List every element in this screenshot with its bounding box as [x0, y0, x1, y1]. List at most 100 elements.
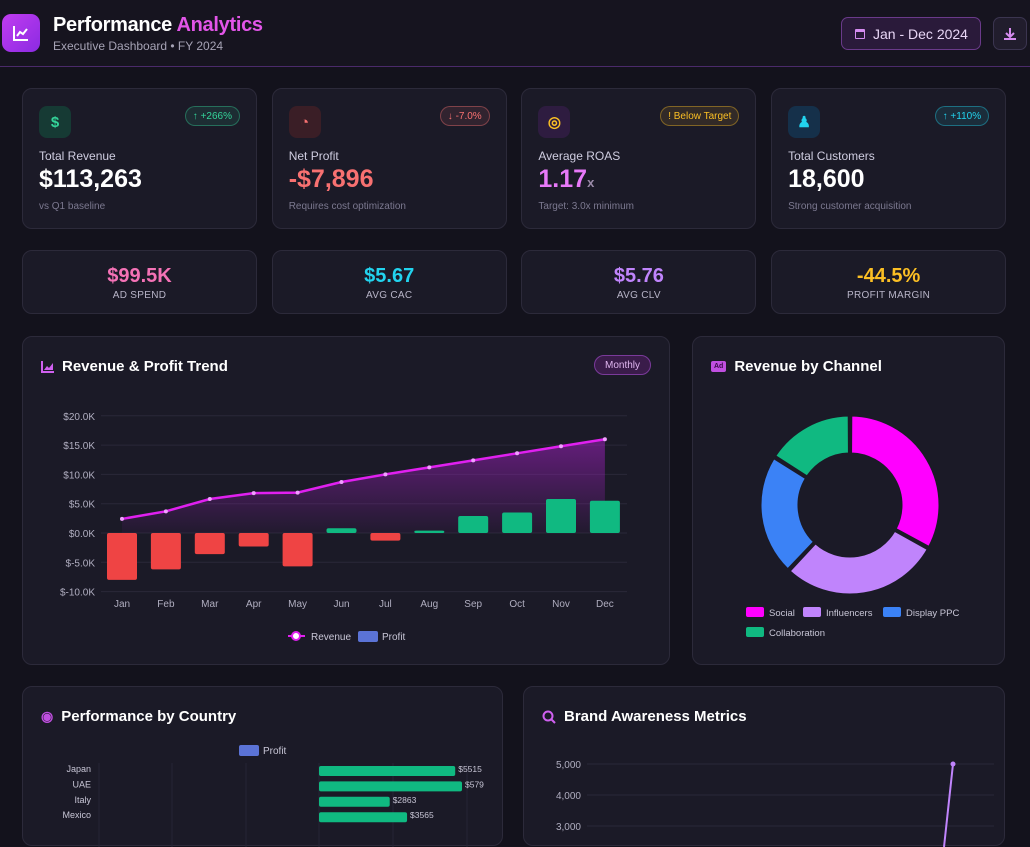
metric-card: $99.5K AD SPEND	[22, 250, 257, 314]
metric-label: PROFIT MARGIN	[847, 290, 931, 301]
exclamation-icon: !	[668, 110, 671, 122]
kpi-label: Total Customers	[788, 149, 875, 163]
x-tick-label: Jun	[333, 599, 349, 610]
legend-profit-label: Profit	[382, 632, 406, 643]
data-label: $2863	[393, 795, 417, 805]
kpi-value: -$7,896	[288, 165, 374, 193]
revenue-profit-trend-card: Revenue & Profit Trend Monthly $-10.0K $-…	[22, 336, 670, 665]
metric-value: $99.5K	[107, 265, 172, 287]
donut-slice-display-ppc	[760, 458, 814, 570]
channel-donut-chart: Social Influencers Display PPC Collaboratio…	[746, 415, 959, 639]
country-bar	[319, 812, 408, 823]
revenue-by-channel-card: Ad Revenue by Channel Social Influencers Di…	[692, 336, 1005, 665]
change-badge: ↓ -7.0%	[439, 106, 490, 126]
metric-value: -44.5%	[856, 265, 921, 287]
kpi-card: ♟ ↑ +110% Total Customers 18,600 Strong …	[771, 88, 1007, 229]
profit-bar	[326, 528, 357, 533]
x-tick-label: Nov	[552, 599, 570, 610]
y-tick-label: 4,000	[556, 791, 581, 802]
arrow-up-icon: ↑	[192, 110, 198, 122]
profit-bar	[414, 530, 445, 533]
legend-swatch	[883, 607, 901, 617]
brand-awareness-card: Brand Awareness Metrics 5,000 4,000 3,000	[523, 686, 1005, 847]
download-button[interactable]	[993, 17, 1027, 50]
card-title: Brand Awareness Metrics	[564, 708, 747, 725]
metric-value: $5.67	[364, 265, 415, 287]
metric-card: -44.5% PROFIT MARGIN	[771, 250, 1007, 314]
revenue-point	[602, 437, 607, 442]
y-tick-label: $-10.0K	[60, 588, 95, 599]
country-bar	[319, 766, 456, 776]
date-range-label: Jan - Dec 2024	[873, 25, 968, 42]
revenue-point	[515, 451, 520, 456]
y-category-label: Mexico	[62, 810, 91, 820]
card-title: Performance by Country	[61, 708, 237, 725]
legend-label: Influencers	[826, 608, 873, 619]
legend-profit-swatch	[358, 631, 378, 642]
download-icon	[1004, 27, 1016, 40]
legend-label: Social	[769, 608, 795, 619]
x-tick-label: Oct	[509, 599, 525, 610]
kpi-label: Total Revenue	[39, 149, 116, 163]
kpi-label: Net Profit	[288, 149, 339, 163]
trend-chart: $-10.0K $-5.0K $0.0K $5.0K $10.0K $15.0K $20.0…	[60, 412, 627, 643]
profit-bar	[282, 533, 313, 567]
kpi-value: $113,263	[39, 165, 142, 193]
data-label: $5515	[458, 764, 482, 774]
awareness-point	[950, 761, 956, 767]
metric-value: $5.76	[613, 265, 664, 287]
donut-slice-collaboration	[775, 415, 849, 477]
card-title: Revenue & Profit Trend	[62, 358, 228, 375]
performance-by-country-card: ◉ Performance by Country Profit Japan $5515…	[22, 686, 503, 847]
search-icon	[542, 710, 556, 724]
profit-bar	[150, 533, 181, 570]
revenue-point	[471, 458, 476, 463]
revenue-line	[121, 438, 606, 521]
kpi-card: ◎ ! Below Target Average ROAS 1.17x Targ…	[521, 88, 757, 229]
calendar-icon	[855, 29, 866, 39]
legend-revenue-label: Revenue	[311, 632, 351, 643]
y-tick-label: $15.0K	[63, 441, 95, 452]
metric-label: AVG CLV	[616, 290, 661, 301]
card-title: Revenue by Channel	[734, 358, 882, 375]
page-title: Performance Analytics	[53, 14, 263, 36]
y-category-label: UAE	[72, 779, 91, 789]
users-icon: ♟	[788, 106, 821, 138]
profit-bar	[458, 516, 489, 533]
kpi-note: vs Q1 baseline	[39, 201, 106, 212]
revenue-point	[383, 472, 388, 477]
y-tick-label: $-5.0K	[66, 558, 96, 569]
kpi-note: Strong customer acquisition	[788, 201, 912, 212]
revenue-point	[251, 491, 256, 496]
period-toggle[interactable]: Monthly	[593, 355, 651, 375]
revenue-point	[207, 497, 212, 502]
country-bar-chart: Profit Japan $5515 UAE $579 Italy $2863 Mexico $…	[62, 745, 484, 847]
y-tick-label: $0.0K	[69, 529, 95, 540]
arrow-up-icon: ↑	[942, 110, 948, 122]
metric-card: $5.76 AVG CLV	[521, 250, 757, 314]
awareness-line	[943, 763, 954, 847]
x-tick-label: Apr	[246, 599, 262, 610]
kpi-card: ◔ ↓ -7.0% Net Profit -$7,896 Requires co…	[271, 88, 507, 229]
y-tick-label: $10.0K	[63, 470, 95, 481]
x-tick-label: Jul	[379, 599, 392, 610]
kpi-note: Requires cost optimization	[288, 201, 406, 212]
x-tick-label: Jan	[114, 599, 130, 610]
profit-bar	[546, 499, 576, 533]
kpi-label: Average ROAS	[538, 149, 621, 163]
y-tick-label: $5.0K	[69, 500, 95, 511]
donut-slice-social	[851, 415, 940, 547]
kpi-note: Target: 3.0x minimum	[538, 201, 634, 212]
revenue-point	[163, 509, 168, 514]
date-range-button[interactable]: Jan - Dec 2024	[841, 17, 981, 50]
page-subtitle: Executive Dashboard • FY 2024	[53, 39, 224, 53]
legend-profit-label: Profit	[263, 746, 287, 757]
metric-card: $5.67 AVG CAC	[271, 250, 507, 314]
revenue-point	[295, 490, 300, 495]
legend-label: Display PPC	[906, 608, 959, 619]
kpi-card: $ ↑ +266% Total Revenue $113,263 vs Q1 b…	[22, 88, 257, 229]
revenue-point	[120, 516, 124, 521]
line-chart-icon	[2, 14, 40, 52]
metric-label: AD SPEND	[112, 290, 167, 301]
